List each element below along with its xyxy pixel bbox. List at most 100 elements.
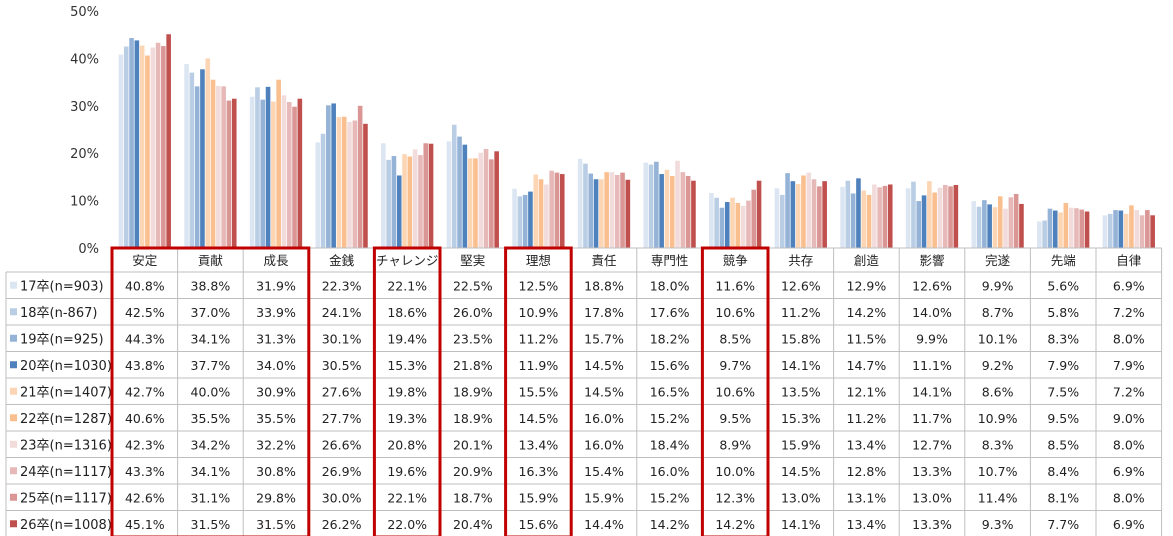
bar	[997, 196, 1003, 248]
data-label: 8.5%	[719, 331, 751, 346]
data-label: 15.6%	[519, 517, 559, 532]
bar	[709, 193, 714, 248]
data-label: 13.3%	[912, 464, 952, 479]
data-label: 30.8%	[256, 464, 296, 479]
bar	[494, 151, 499, 248]
bar	[669, 175, 675, 248]
data-label: 42.7%	[125, 384, 165, 399]
data-label: 6.9%	[1113, 517, 1145, 532]
bar	[522, 194, 528, 248]
bar	[911, 181, 916, 248]
data-label: 10.1%	[978, 331, 1018, 346]
data-label: 24.1%	[322, 305, 362, 320]
bar	[189, 72, 195, 249]
data-label: 9.7%	[719, 358, 751, 373]
bar	[281, 95, 287, 248]
legend-swatch	[10, 467, 17, 475]
data-label: 40.8%	[125, 278, 165, 293]
data-label: 20.1%	[453, 437, 493, 452]
legend-swatch	[10, 387, 17, 395]
data-label: 7.2%	[1113, 305, 1145, 320]
bar	[184, 64, 189, 248]
bar	[226, 100, 232, 248]
bar	[402, 154, 407, 248]
bar	[129, 38, 134, 248]
category-label: 責任	[591, 253, 616, 268]
data-label: 27.7%	[322, 411, 362, 426]
bar	[1019, 203, 1024, 248]
bar	[976, 206, 982, 248]
data-label: 14.0%	[912, 305, 952, 320]
bar	[271, 101, 276, 248]
data-label: 14.2%	[847, 305, 887, 320]
bar	[840, 186, 845, 248]
data-label: 18.9%	[453, 384, 493, 399]
bar	[801, 175, 806, 248]
legend-swatch	[10, 440, 17, 448]
data-label: 18.7%	[453, 490, 493, 505]
category-label: 理想	[526, 253, 551, 268]
bar	[866, 194, 872, 248]
bar	[134, 40, 140, 248]
bar	[740, 205, 746, 248]
legend-swatch	[10, 361, 17, 369]
data-label: 42.3%	[125, 437, 165, 452]
data-label: 14.5%	[584, 358, 624, 373]
legend-swatch	[10, 308, 17, 316]
data-label: 35.5%	[256, 411, 296, 426]
data-label: 45.1%	[125, 517, 165, 532]
bar	[357, 105, 363, 248]
data-label: 37.7%	[191, 358, 231, 373]
data-label: 32.2%	[256, 437, 296, 452]
series-label: 26卒(n=1008)	[20, 518, 112, 533]
bar	[1129, 205, 1134, 248]
bar	[845, 180, 851, 248]
data-label: 14.7%	[847, 358, 887, 373]
bar	[260, 99, 266, 248]
bar	[336, 117, 342, 249]
bar	[265, 86, 271, 248]
data-label: 14.2%	[715, 517, 755, 532]
bar	[751, 189, 757, 248]
bar	[982, 200, 987, 248]
data-label: 42.5%	[125, 305, 165, 320]
data-label: 8.7%	[982, 305, 1014, 320]
data-label: 43.3%	[125, 464, 165, 479]
data-label: 11.2%	[519, 331, 559, 346]
bar	[948, 186, 953, 248]
bar	[315, 142, 321, 248]
series-label: 23卒(n=1316)	[20, 438, 112, 453]
bar	[407, 156, 413, 248]
bar	[927, 181, 932, 248]
data-label: 12.6%	[781, 278, 821, 293]
bar	[205, 58, 211, 249]
data-label: 14.1%	[912, 384, 952, 399]
data-label: 18.6%	[387, 305, 427, 320]
data-label: 10.9%	[978, 411, 1018, 426]
bar	[1102, 215, 1108, 248]
data-label: 11.9%	[519, 358, 559, 373]
bar	[549, 170, 554, 248]
bar	[320, 133, 326, 248]
bar	[1013, 193, 1019, 248]
data-label: 19.8%	[387, 384, 427, 399]
bar	[588, 173, 594, 248]
bar	[953, 184, 959, 248]
bar	[386, 159, 391, 248]
category-label: チャレンジ	[376, 253, 438, 268]
bar	[861, 190, 867, 248]
bar	[533, 174, 539, 248]
data-label: 40.6%	[125, 411, 165, 426]
data-label: 30.0%	[322, 490, 362, 505]
bar	[1008, 197, 1014, 248]
bar	[210, 79, 216, 248]
bars	[118, 34, 1155, 249]
data-label: 14.1%	[781, 358, 821, 373]
data-label: 15.8%	[781, 331, 821, 346]
bar	[391, 156, 397, 248]
data-label: 15.5%	[519, 384, 559, 399]
data-label: 9.5%	[719, 411, 751, 426]
bar	[1113, 210, 1118, 248]
data-label: 18.8%	[584, 278, 624, 293]
data-label: 12.7%	[912, 437, 952, 452]
